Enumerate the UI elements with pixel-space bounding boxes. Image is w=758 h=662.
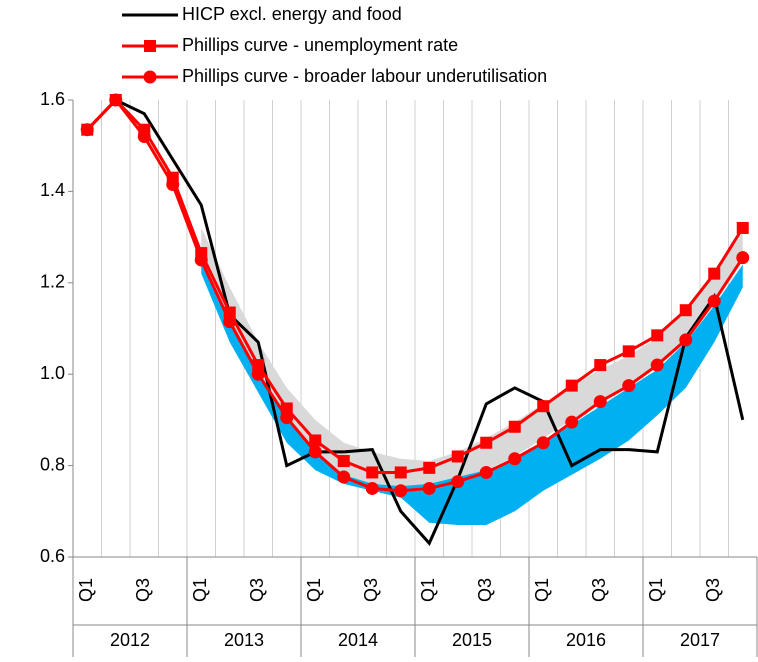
- marker: [280, 411, 294, 425]
- y-tick-label: 1.6: [40, 89, 65, 109]
- marker: [679, 333, 693, 347]
- marker: [479, 465, 493, 479]
- y-tick-label: 0.6: [40, 546, 65, 566]
- marker: [451, 450, 464, 463]
- x-tick-label: Q3: [361, 578, 381, 602]
- marker: [337, 470, 351, 484]
- year-label: 2013: [224, 630, 264, 650]
- marker: [565, 379, 578, 392]
- legend-marker: [144, 40, 156, 52]
- band: [201, 227, 743, 491]
- y-tick-label: 0.8: [40, 454, 65, 474]
- marker: [508, 452, 522, 466]
- x-tick-label: Q3: [247, 578, 267, 602]
- marker: [166, 178, 180, 192]
- marker: [223, 315, 237, 329]
- legend-label: Phillips curve - broader labour underuti…: [182, 66, 547, 86]
- marker: [593, 395, 607, 409]
- x-tick-label: Q3: [703, 578, 723, 602]
- year-label: 2012: [110, 630, 150, 650]
- year-label: 2015: [452, 630, 492, 650]
- marker: [394, 466, 407, 479]
- x-tick-label: Q1: [532, 578, 552, 602]
- marker: [622, 379, 636, 393]
- x-tick-label: Q3: [475, 578, 495, 602]
- year-label: 2017: [680, 630, 720, 650]
- legend-label: Phillips curve - unemployment rate: [182, 35, 458, 55]
- marker: [537, 400, 550, 413]
- marker: [109, 93, 123, 107]
- x-tick-label: Q1: [190, 578, 210, 602]
- marker: [651, 329, 664, 342]
- marker: [423, 461, 436, 474]
- marker: [394, 484, 408, 498]
- marker: [707, 294, 721, 308]
- year-label: 2014: [338, 630, 378, 650]
- legend-label: HICP excl. energy and food: [182, 4, 402, 24]
- x-tick-label: Q1: [646, 578, 666, 602]
- marker: [650, 358, 664, 372]
- marker: [736, 221, 749, 234]
- marker: [451, 475, 465, 489]
- marker: [708, 267, 721, 280]
- marker: [622, 345, 635, 358]
- marker: [679, 304, 692, 317]
- marker: [422, 481, 436, 495]
- marker: [308, 445, 322, 459]
- marker: [594, 359, 607, 372]
- x-tick-label: Q1: [304, 578, 324, 602]
- marker: [137, 130, 151, 144]
- y-tick-label: 1.2: [40, 272, 65, 292]
- band: [201, 259, 743, 526]
- marker: [194, 253, 208, 267]
- marker: [508, 420, 521, 433]
- series-line: [86, 98, 745, 547]
- marker: [365, 481, 379, 495]
- y-tick-label: 1.4: [40, 180, 65, 200]
- marker: [565, 415, 579, 429]
- legend-marker: [143, 70, 157, 84]
- x-tick-label: Q3: [589, 578, 609, 602]
- marker: [80, 123, 94, 137]
- marker: [736, 251, 750, 265]
- marker: [536, 436, 550, 450]
- x-tick-label: Q1: [418, 578, 438, 602]
- x-tick-label: Q3: [133, 578, 153, 602]
- marker: [337, 455, 350, 468]
- marker: [309, 434, 322, 447]
- y-tick-label: 1.0: [40, 363, 65, 383]
- marker: [480, 436, 493, 449]
- marker: [366, 466, 379, 479]
- x-tick-label: Q1: [76, 578, 96, 602]
- marker: [251, 367, 265, 381]
- year-label: 2016: [566, 630, 606, 650]
